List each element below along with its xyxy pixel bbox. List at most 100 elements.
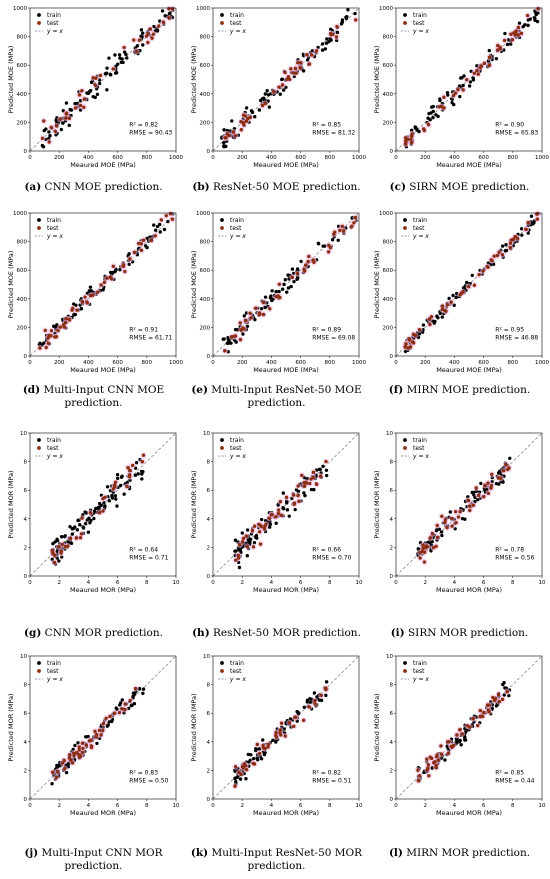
test-point — [248, 311, 252, 315]
test-point — [496, 43, 500, 48]
test-point — [261, 743, 265, 748]
r2-annotation: R² = 0.85 — [495, 770, 524, 777]
test-point — [56, 328, 60, 333]
test-point — [458, 509, 462, 514]
train-point — [494, 704, 499, 708]
test-point — [67, 318, 72, 322]
train-point — [285, 290, 289, 294]
x-tick-label: 0 — [28, 155, 32, 161]
train-point — [519, 227, 524, 231]
test-point — [455, 733, 459, 737]
test-point — [109, 277, 114, 281]
test-point — [42, 119, 46, 123]
train-point — [86, 530, 91, 534]
test-point — [123, 707, 127, 712]
train-point — [324, 693, 328, 698]
test-point — [318, 474, 323, 478]
test-point — [502, 468, 506, 473]
test-point — [59, 549, 64, 553]
x-tick-label: 8 — [328, 803, 332, 809]
train-point — [160, 9, 165, 13]
train-point — [59, 127, 64, 132]
test-point — [294, 71, 298, 75]
x-tick-label: 2 — [423, 803, 427, 809]
train-point — [94, 506, 98, 511]
test-point — [128, 468, 132, 473]
test-point — [407, 338, 412, 342]
x-tick-label: 0 — [28, 803, 32, 809]
test-point — [410, 140, 414, 145]
caption-letter: (j) — [24, 847, 39, 859]
train-point — [70, 527, 75, 531]
test-point — [313, 698, 317, 703]
y-tick-label: 1000 — [379, 211, 393, 217]
train-point — [267, 525, 272, 529]
chart-b: 0 200 400 600 800 1000 0 200 400 600 800 1000 Meaure… — [190, 6, 366, 169]
test-point — [51, 770, 55, 774]
x-axis-label: Meaured MOR (MPa) — [70, 586, 136, 594]
test-point — [428, 536, 432, 540]
test-point — [285, 77, 289, 81]
test-point — [233, 133, 238, 138]
test-point — [474, 486, 478, 490]
test-point — [305, 53, 309, 57]
x-tick-label: 0 — [28, 580, 32, 586]
r2-annotation: R² = 0.91 — [129, 327, 158, 334]
x-tick-label: 200 — [420, 360, 431, 366]
panel-f: 0 200 400 600 800 1000 0 200 400 600 800 1000 Meaure… — [368, 205, 550, 405]
caption-j: (j) Multi-Input CNN MOR prediction. — [2, 847, 185, 873]
test-point — [472, 283, 477, 287]
caption-c: (c) SIRN MOE prediction. — [368, 181, 550, 194]
train-point — [281, 491, 285, 495]
train-point — [270, 289, 274, 293]
train-point — [448, 510, 453, 514]
chart-e: 0 200 400 600 800 1000 0 200 400 600 800 1000 Meaure… — [190, 211, 366, 374]
train-point — [323, 47, 328, 51]
caption-k: (k) Multi-Input ResNet-50 MOR prediction… — [185, 847, 368, 873]
train-point — [282, 282, 286, 287]
caption-letter: (d) — [22, 384, 41, 396]
plot-frame — [29, 7, 177, 152]
test-point — [272, 89, 276, 94]
x-tick-label: 400 — [266, 360, 277, 366]
legend-train-marker — [220, 218, 224, 222]
test-point — [58, 325, 63, 329]
caption-letter: (h) — [192, 627, 210, 639]
test-point — [307, 705, 311, 709]
plot-frame — [212, 655, 360, 800]
test-point — [244, 119, 249, 123]
x-tick-label: 8 — [328, 580, 332, 586]
train-point — [48, 134, 52, 138]
train-point — [155, 224, 160, 229]
train-point — [140, 477, 144, 481]
test-point — [238, 337, 243, 342]
test-point — [46, 341, 51, 345]
train-point — [86, 91, 91, 96]
y-tick-label: 200 — [200, 120, 211, 126]
test-point — [498, 45, 502, 50]
x-axis-label: Meaured MOE (MPa) — [70, 161, 136, 169]
test-point — [486, 491, 491, 495]
test-point — [410, 134, 414, 139]
test-point — [454, 520, 458, 525]
x-tick-label: 10 — [173, 580, 180, 586]
test-point — [525, 13, 530, 18]
legend-test-marker — [220, 21, 224, 25]
test-point — [289, 67, 293, 71]
train-point — [242, 314, 246, 318]
test-point — [80, 89, 84, 93]
x-axis-label: Meaured MOE (MPa) — [436, 161, 502, 169]
train-point — [42, 128, 46, 133]
y-axis-label: Predicted MOR (MPa) — [190, 470, 198, 538]
test-point — [60, 542, 64, 547]
train-point — [42, 341, 46, 345]
test-point — [496, 476, 501, 480]
test-point — [292, 502, 296, 506]
test-point — [88, 294, 93, 298]
y-tick-label: 0 — [24, 354, 28, 360]
train-point — [237, 548, 241, 552]
x-tick-label: 10 — [539, 580, 546, 586]
y-tick-label: 10 — [386, 654, 393, 660]
test-point — [483, 483, 487, 487]
